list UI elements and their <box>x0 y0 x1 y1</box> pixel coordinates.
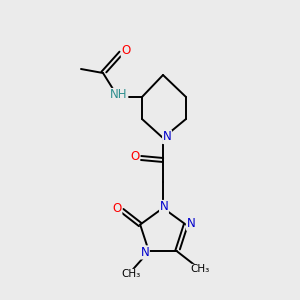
Text: CH₃: CH₃ <box>121 269 140 279</box>
Text: CH₃: CH₃ <box>190 264 210 274</box>
Text: O: O <box>122 44 130 58</box>
Text: NH: NH <box>110 88 128 101</box>
Text: N: N <box>160 200 168 214</box>
Text: O: O <box>112 202 122 215</box>
Text: N: N <box>163 130 171 143</box>
Text: N: N <box>187 217 195 230</box>
Text: N: N <box>140 246 149 259</box>
Text: O: O <box>130 151 140 164</box>
